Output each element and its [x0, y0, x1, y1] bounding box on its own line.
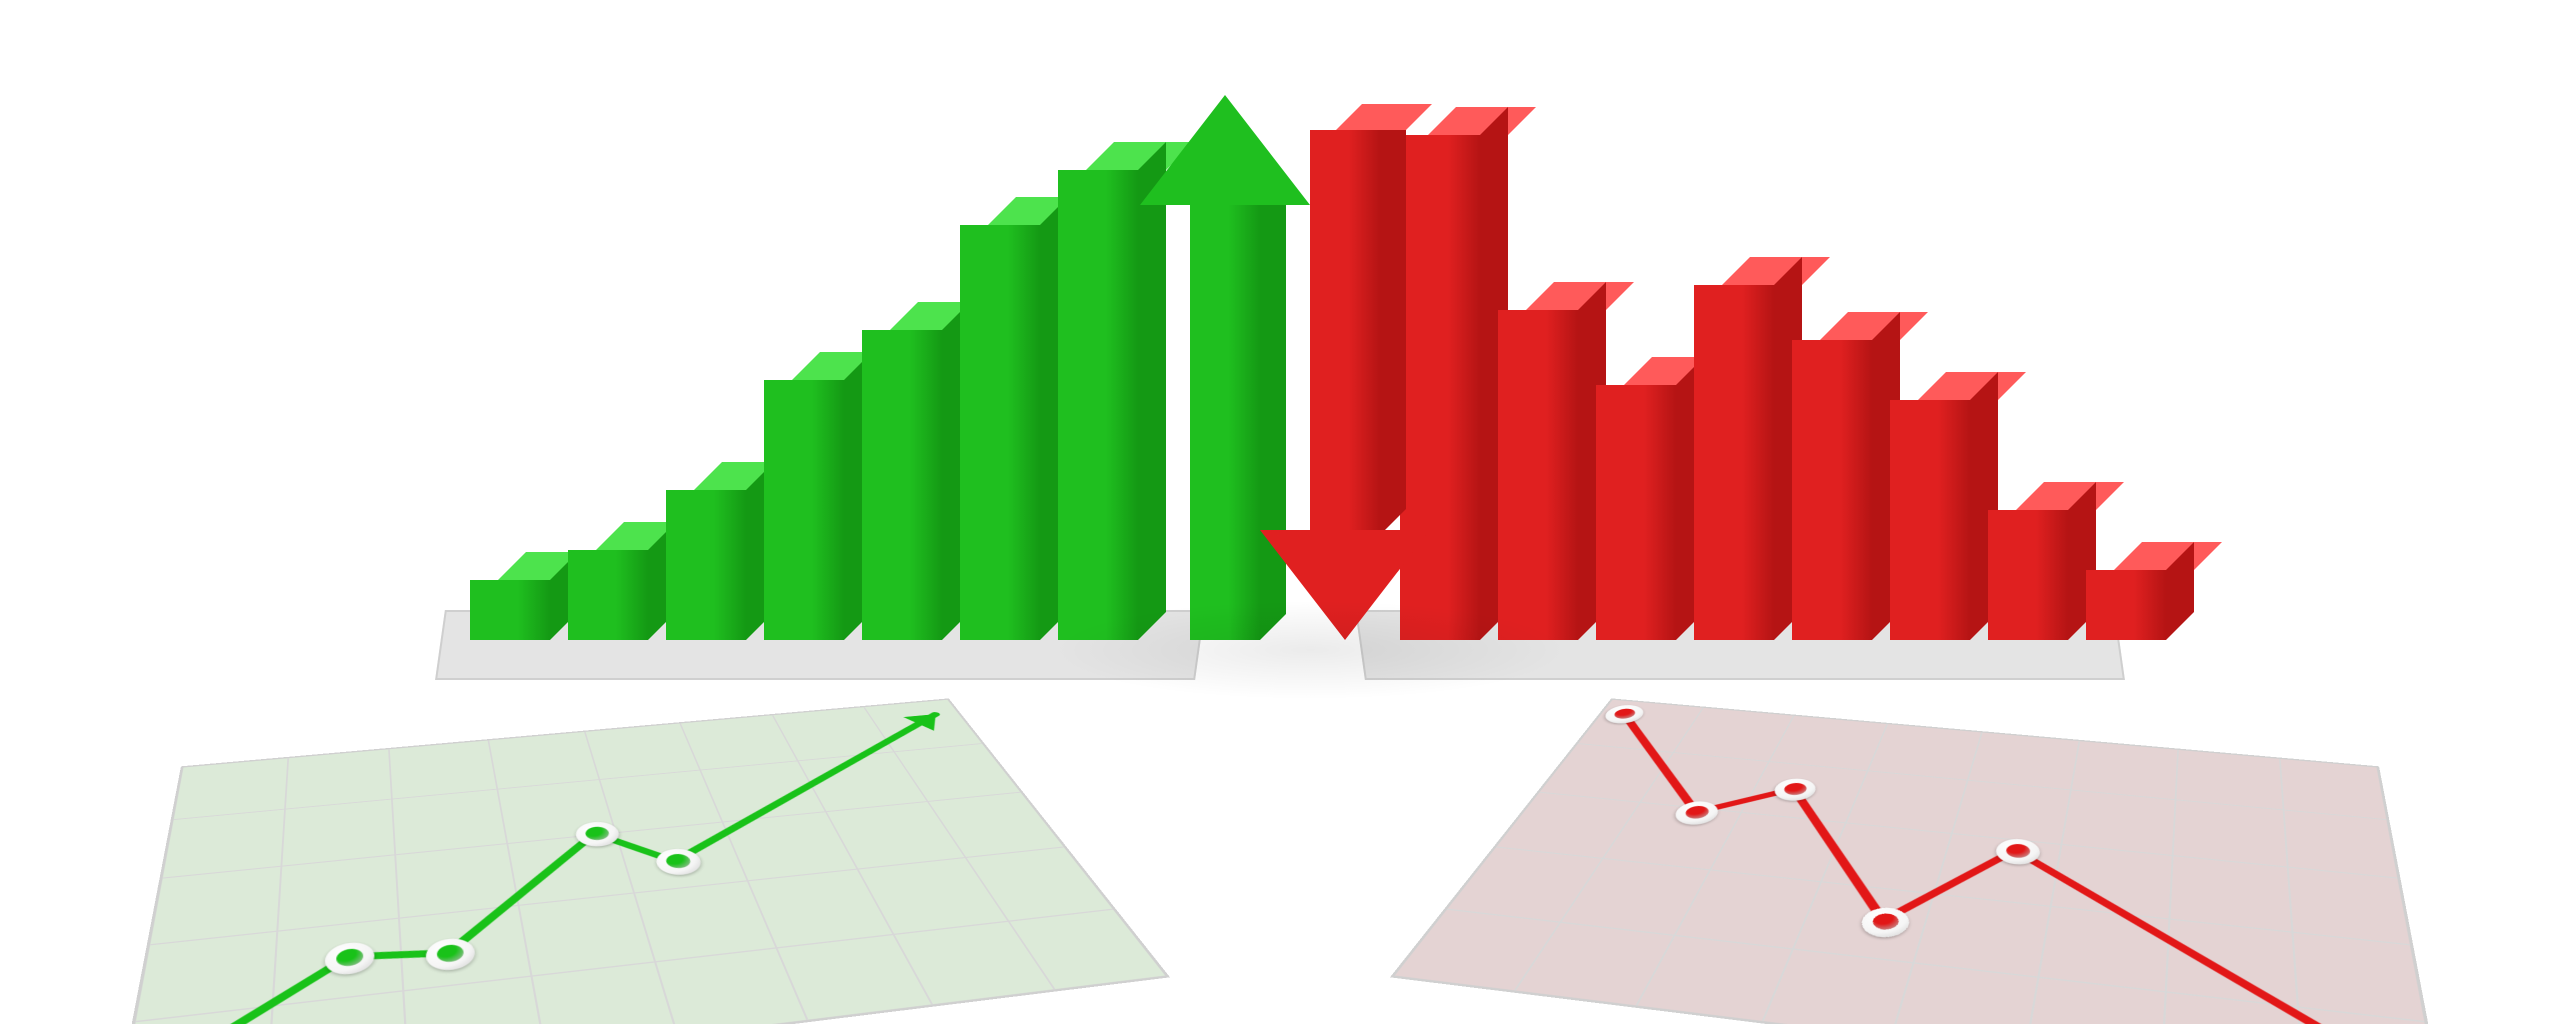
- down-arrow-shaft: [1310, 130, 1380, 535]
- red-bars-bar: [1596, 357, 1704, 640]
- green-bars-bar: [666, 462, 774, 640]
- red-bars-bar: [1792, 312, 1900, 640]
- red-bars-bar: [2086, 542, 2194, 640]
- green-bars-bar: [862, 302, 970, 640]
- up-arrow-shaft: [1190, 200, 1260, 640]
- infographic-stage: [0, 0, 2560, 1024]
- red-line-panel: [1400, 640, 2480, 1000]
- green-bars-bar: [470, 552, 578, 640]
- green-bars-bar: [568, 522, 676, 640]
- red-bars-bar: [1498, 282, 1606, 640]
- up-arrow-head: [1140, 95, 1310, 205]
- red-bars-bar: [1694, 257, 1802, 640]
- green-bars-bar: [764, 352, 872, 640]
- green-line-panel: [80, 640, 1160, 1000]
- red-bars-bar: [1988, 482, 2096, 640]
- red-bars-bar: [1890, 372, 1998, 640]
- green-bars-bar: [960, 197, 1068, 640]
- green-bars-bar: [1058, 142, 1166, 640]
